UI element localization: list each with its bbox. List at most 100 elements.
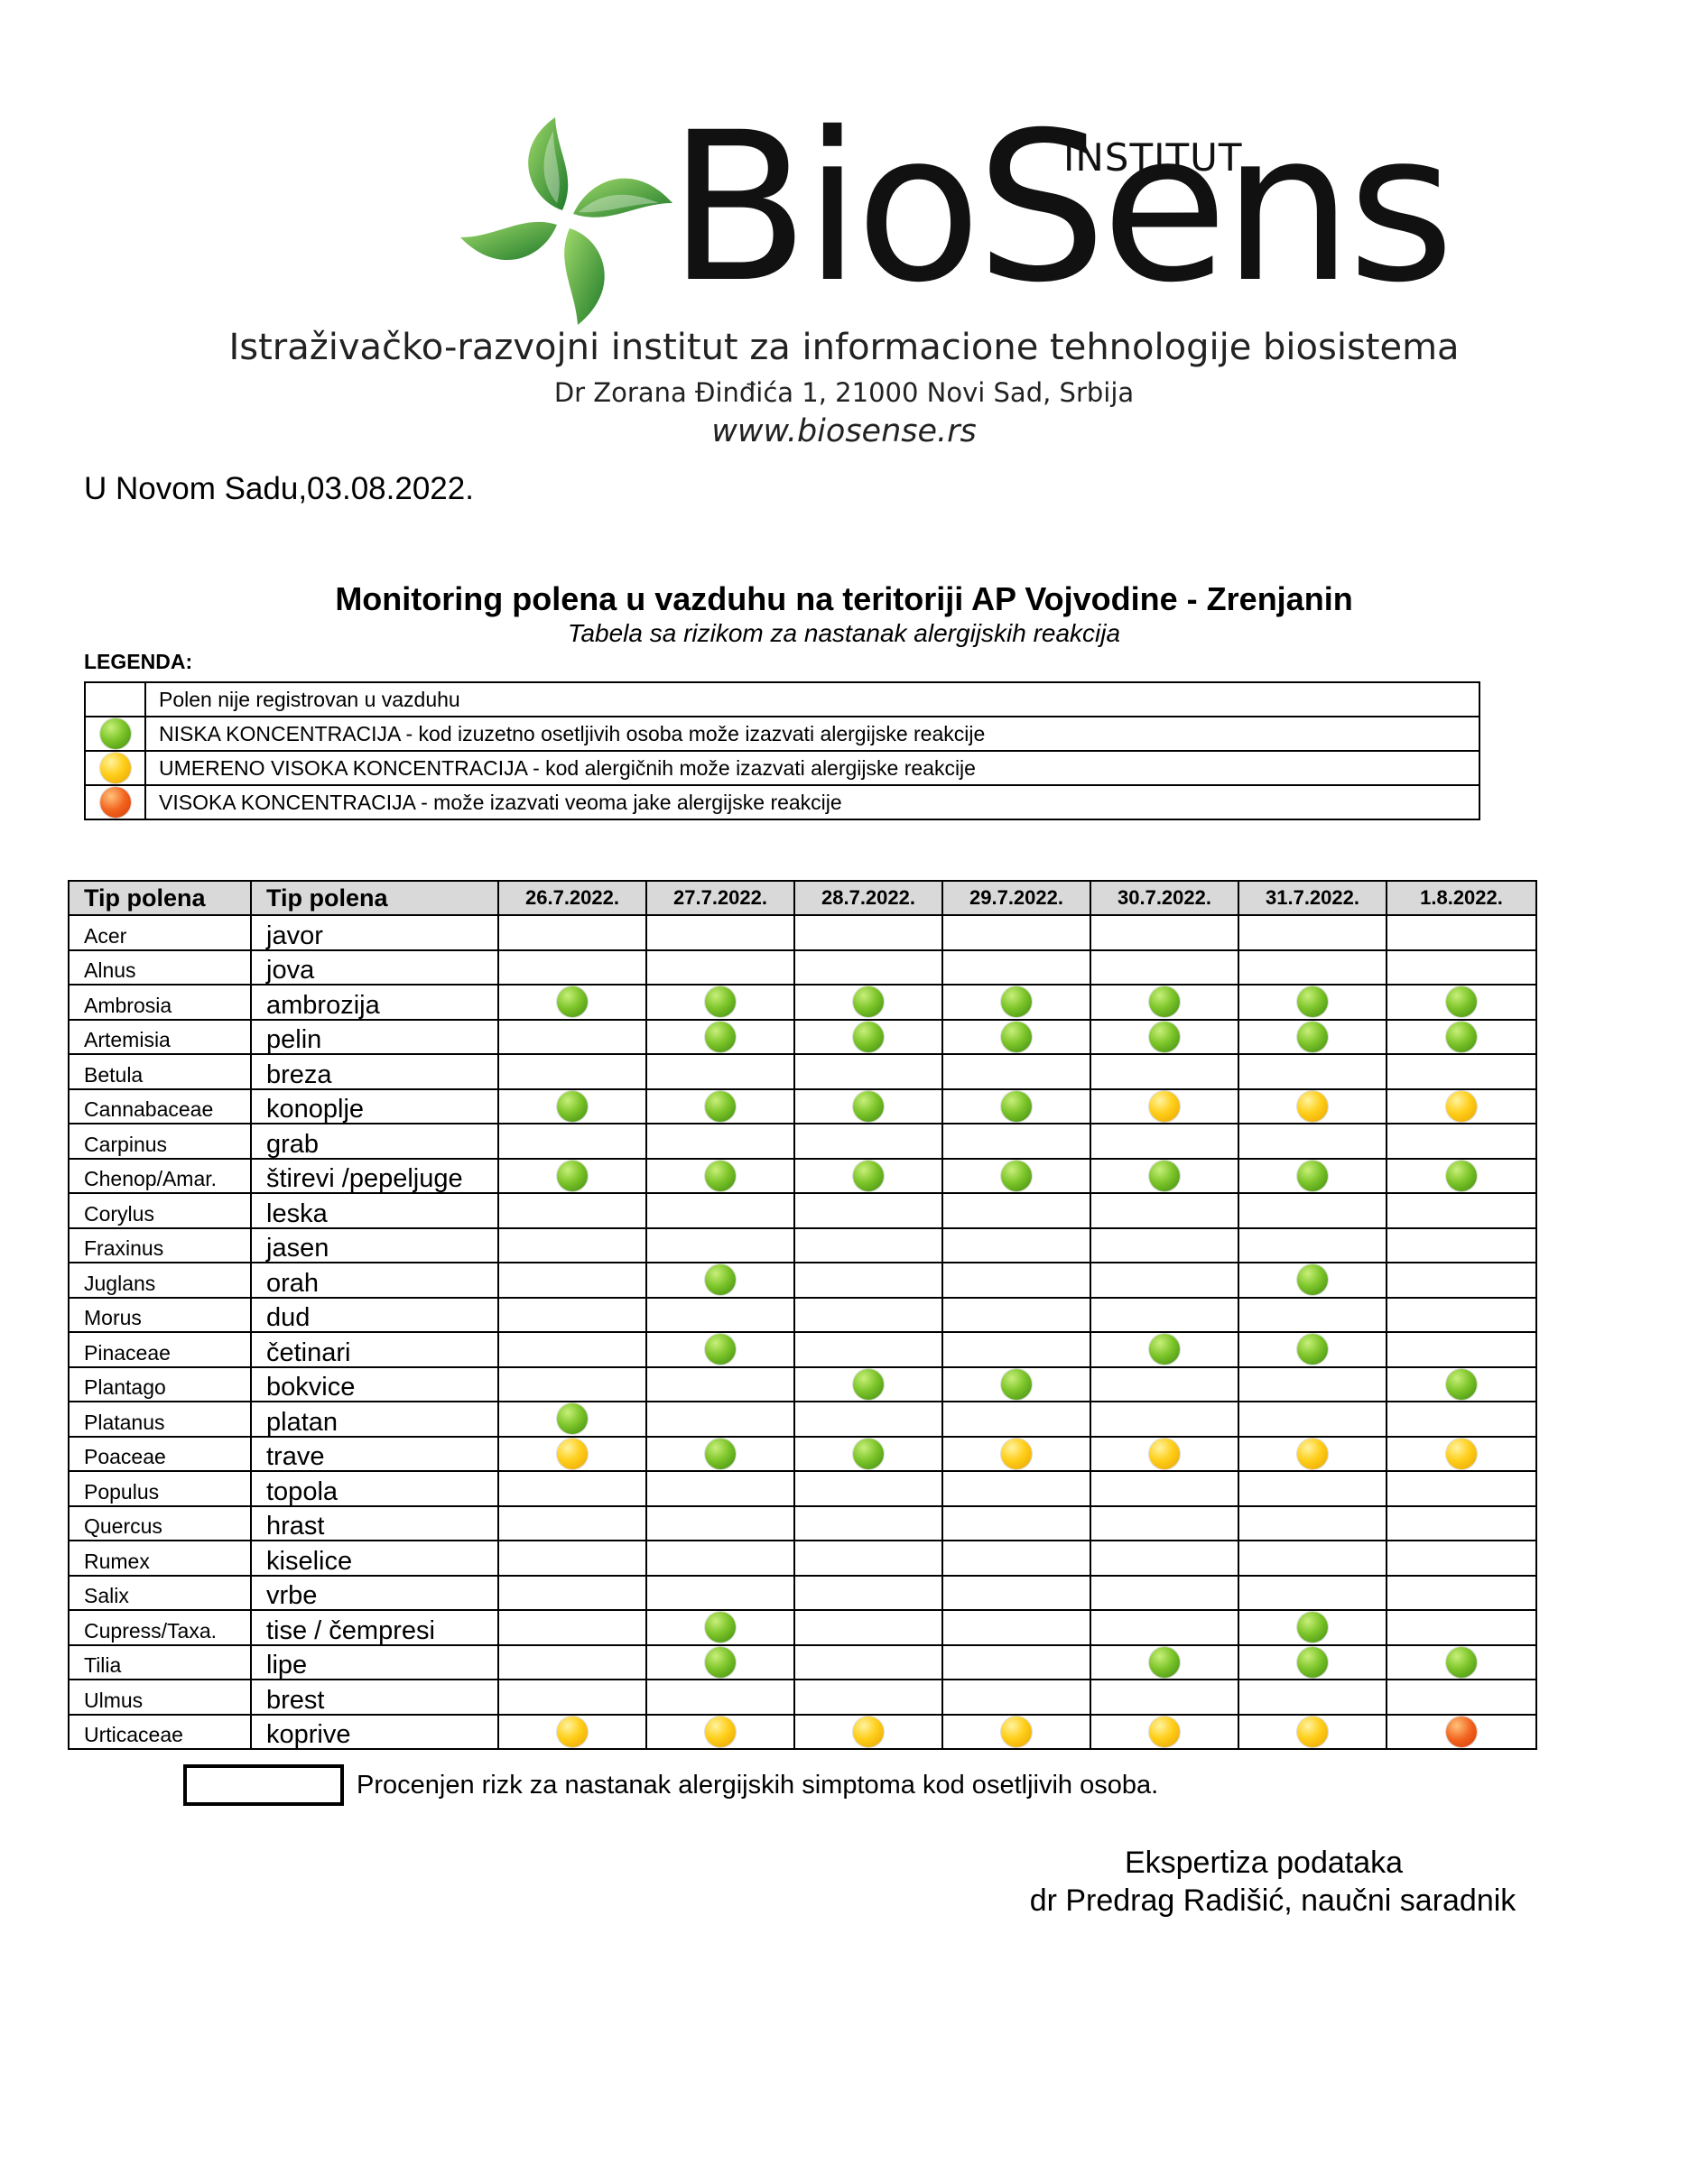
risk-cell <box>1090 1540 1239 1577</box>
pollen-latin-name: Fraxinus <box>68 1226 252 1263</box>
green-dot-icon <box>853 986 884 1018</box>
risk-cell <box>1386 1643 1537 1680</box>
risk-cell <box>645 1192 795 1229</box>
table-row: Urticaceae koprive <box>68 1713 1537 1750</box>
risk-cell <box>645 949 795 986</box>
risk-cell <box>1090 1296 1239 1333</box>
legend-row: VISOKA KONCENTRACIJA - može izazvati veo… <box>84 784 1480 820</box>
risk-cell <box>497 1609 647 1646</box>
column-header-date: 27.7.2022. <box>645 880 795 916</box>
legend-text: Polen nije registrovan u vazduhu <box>144 681 1480 717</box>
table-row: Pinaceae četinari <box>68 1331 1537 1368</box>
table-row: Rumex kiselice <box>68 1540 1537 1577</box>
legend-text: NISKA KONCENTRACIJA - kod izuzetno osetl… <box>144 716 1480 752</box>
risk-cell <box>1090 914 1239 951</box>
green-dot-icon <box>557 986 588 1018</box>
green-dot-icon <box>1001 986 1032 1018</box>
risk-cell <box>1238 1365 1387 1402</box>
pollen-local-name: tise / čempresi <box>250 1609 499 1646</box>
risk-cell <box>793 1331 943 1368</box>
risk-cell <box>941 1643 1091 1680</box>
risk-cell <box>1090 1679 1239 1716</box>
table-row: Tilia lipe <box>68 1643 1537 1680</box>
pollen-latin-name: Morus <box>68 1296 252 1333</box>
risk-cell <box>1090 1053 1239 1090</box>
signature-line-1: Ekspertiza podataka <box>1124 1846 1404 1880</box>
risk-cell <box>793 1262 943 1299</box>
brand-subtitle: INSTITUT <box>1063 135 1243 180</box>
risk-cell <box>645 1157 795 1194</box>
risk-cell <box>645 1365 795 1402</box>
pollen-local-name: jova <box>250 949 499 986</box>
table-row: Cupress/Taxa. tise / čempresi <box>68 1609 1537 1646</box>
risk-cell <box>1090 1262 1239 1299</box>
risk-cell <box>793 1713 943 1750</box>
risk-cell <box>497 1192 647 1229</box>
institute-address: Dr Zorana Đinđića 1, 21000 Novi Sad, Srb… <box>553 377 1135 408</box>
yellow-dot-icon <box>1446 1090 1477 1122</box>
green-dot-icon <box>705 1160 736 1191</box>
risk-cell <box>941 1679 1091 1716</box>
pollen-local-name: lipe <box>250 1643 499 1680</box>
yellow-dot-icon <box>1149 1716 1180 1747</box>
yellow-dot-icon <box>1149 1438 1180 1469</box>
risk-cell <box>497 1574 647 1611</box>
pollen-local-name: platan <box>250 1401 499 1438</box>
pollen-local-name: orah <box>250 1262 499 1299</box>
risk-cell <box>497 1123 647 1160</box>
risk-cell <box>793 1053 943 1090</box>
pollen-latin-name: Carpinus <box>68 1123 252 1160</box>
risk-cell <box>1238 1609 1387 1646</box>
risk-cell <box>1238 1713 1387 1750</box>
risk-cell <box>497 1157 647 1194</box>
table-row: Plantago bokvice <box>68 1365 1537 1402</box>
column-header-date: 26.7.2022. <box>497 880 647 916</box>
green-dot-icon <box>1446 986 1477 1018</box>
orange-dot-icon <box>1446 1716 1477 1747</box>
risk-cell <box>645 1540 795 1577</box>
risk-cell <box>1386 1226 1537 1263</box>
risk-cell <box>1238 1574 1387 1611</box>
risk-cell <box>497 1087 647 1124</box>
risk-cell <box>941 984 1091 1021</box>
green-dot-icon <box>1149 1160 1180 1191</box>
risk-cell <box>645 1226 795 1263</box>
green-dot-icon <box>1297 1334 1328 1365</box>
risk-cell <box>1090 1157 1239 1194</box>
risk-cell <box>1238 1123 1387 1160</box>
yellow-dot-icon <box>557 1438 588 1469</box>
pollen-local-name: grab <box>250 1123 499 1160</box>
institute-website-link[interactable]: www.biosense.rs <box>711 413 977 449</box>
risk-cell <box>497 1262 647 1299</box>
risk-cell <box>645 1504 795 1541</box>
risk-cell <box>941 1609 1091 1646</box>
green-dot-icon <box>557 1090 588 1122</box>
table-row: Populus topola <box>68 1470 1537 1507</box>
risk-cell <box>941 1470 1091 1507</box>
orange-dot-icon <box>99 787 131 818</box>
green-dot-icon <box>705 1021 736 1052</box>
risk-cell <box>645 1262 795 1299</box>
table-row: Juglans orah <box>68 1262 1537 1299</box>
green-dot-icon <box>1297 1160 1328 1191</box>
yellow-dot-icon <box>705 1716 736 1747</box>
risk-cell <box>941 1087 1091 1124</box>
pollen-latin-name: Betula <box>68 1053 252 1090</box>
risk-cell <box>793 1018 943 1055</box>
risk-note: Procenjen rizk za nastanak alergijskih s… <box>357 1771 1159 1800</box>
table-row: Fraxinus jasen <box>68 1226 1537 1263</box>
risk-cell <box>941 1018 1091 1055</box>
legend-row: Polen nije registrovan u vazduhu <box>84 681 1480 717</box>
table-row: Carpinus grab <box>68 1123 1537 1160</box>
pollen-latin-name: Quercus <box>68 1504 252 1541</box>
pollen-local-name: trave <box>250 1435 499 1472</box>
green-dot-icon <box>853 1160 884 1191</box>
risk-cell <box>1090 1435 1239 1472</box>
green-dot-icon <box>1446 1646 1477 1678</box>
risk-cell <box>645 1643 795 1680</box>
risk-cell <box>793 984 943 1021</box>
risk-cell <box>793 1226 943 1263</box>
legend-swatch <box>84 716 146 752</box>
table-row: Acer javor <box>68 914 1537 951</box>
risk-cell <box>1090 1331 1239 1368</box>
